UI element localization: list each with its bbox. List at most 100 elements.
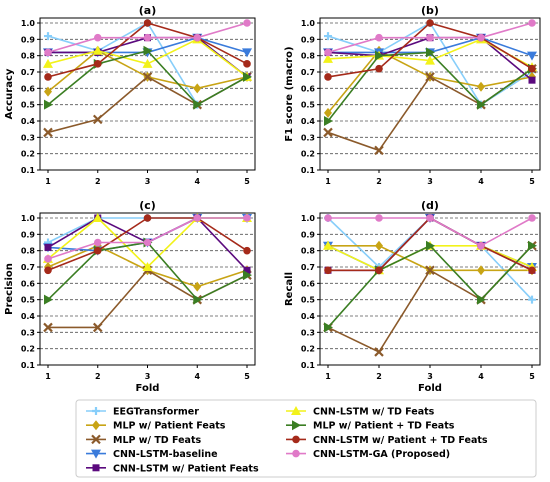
x-tick-label: 2	[95, 372, 101, 381]
x-tick-label: 4	[194, 372, 200, 381]
series-line	[327, 245, 533, 353]
legend-item: MLP w/ Patient + TD Feats	[286, 420, 455, 432]
x-tick-label: 4	[194, 177, 200, 186]
series-line	[48, 269, 248, 329]
data-point	[93, 238, 102, 247]
y-tick-label: 0.4	[21, 312, 36, 321]
y-tick-label: 0.6	[301, 279, 316, 288]
plot-frame	[39, 212, 256, 366]
y-tick-label: 0.9	[301, 35, 316, 44]
data-point	[425, 55, 435, 65]
y-tick-label: 0.4	[301, 117, 316, 126]
legend-label: MLP w/ Patient Feats	[113, 421, 226, 432]
x-tick-label: 4	[478, 177, 484, 186]
data-point	[426, 33, 434, 42]
data-point	[43, 58, 53, 68]
data-point	[143, 214, 152, 222]
data-point	[243, 60, 251, 68]
data-point	[324, 266, 332, 275]
data-point	[243, 266, 251, 274]
data-point	[143, 19, 152, 27]
y-tick-label: 0.7	[21, 263, 35, 272]
y-axis-label: F1 score (macro)	[284, 46, 295, 141]
data-point	[93, 60, 102, 68]
x-tick-label: 3	[145, 177, 151, 186]
data-point	[93, 246, 102, 255]
legend-label: CNN-LSTM w/ TD Feats	[313, 407, 435, 418]
data-point	[143, 238, 152, 247]
legend-marker	[291, 406, 301, 415]
y-tick-label: 0.4	[21, 117, 36, 126]
data-point	[142, 262, 153, 271]
data-point	[324, 214, 332, 222]
x-tick-label: 1	[325, 372, 331, 381]
y-tick-label: 0.8	[301, 247, 316, 256]
data-point	[528, 295, 536, 304]
subplot-2: 0.1 0.2 0.3 0.4 0.5 0.6 0.7 0.8 0.9 1.0 1 2 3 4 5 (b) F1…	[284, 4, 541, 186]
legend-marker	[92, 420, 100, 431]
data-point	[375, 33, 383, 42]
legend-label: MLP w/ TD Feats	[113, 435, 202, 446]
data-point	[193, 99, 203, 110]
data-point	[375, 214, 383, 222]
x-axis-label: Fold	[418, 383, 442, 394]
legend-item: CNN-LSTM w/ TD Feats	[286, 406, 435, 418]
y-tick-label: 0.1	[301, 361, 316, 370]
data-point	[44, 48, 52, 57]
data-point	[477, 33, 485, 42]
data-point	[44, 294, 53, 305]
data-point	[324, 32, 332, 41]
data-point	[44, 99, 53, 110]
data-point	[426, 214, 434, 222]
y-tick-label: 0.1	[301, 166, 316, 175]
subplot-4: 0.1 0.2 0.3 0.4 0.5 0.6 0.7 0.8 0.9 1.0 1 2 3 4 5 (d) Re…	[284, 199, 541, 394]
data-point	[193, 214, 202, 222]
y-tick-label: 0.3	[21, 133, 35, 142]
series-9	[324, 19, 536, 57]
subplot-3: 0.1 0.2 0.3 0.4 0.5 0.6 0.7 0.8 0.9 1.0 1 2 3 4 5 (c) Pr…	[4, 199, 256, 394]
data-point	[193, 33, 202, 42]
data-point	[93, 33, 102, 42]
data-point	[323, 240, 333, 250]
data-point	[243, 71, 252, 82]
legend-item: MLP w/ Patient Feats	[86, 420, 226, 432]
y-tick-label: 0.6	[21, 279, 36, 288]
data-point	[528, 64, 536, 73]
y-tick-label: 1.0	[301, 19, 316, 28]
subplot-1: 0.1 0.2 0.3 0.4 0.5 0.6 0.7 0.8 0.9 1.0 1 2 3 4 5 (a) Ac…	[4, 4, 256, 186]
data-point	[528, 240, 537, 251]
y-tick-label: 0.2	[21, 345, 35, 354]
data-point	[43, 322, 53, 333]
series-9	[324, 214, 536, 250]
data-point	[193, 83, 202, 94]
data-point	[92, 213, 103, 222]
x-tick-label: 2	[376, 177, 382, 186]
legend-marker	[92, 464, 100, 472]
legend-label: CNN-LSTM w/ Patient Feats	[113, 463, 259, 474]
data-point	[44, 32, 52, 41]
y-tick-label: 0.1	[21, 361, 36, 370]
legend-marker	[292, 420, 301, 431]
y-axis-label: Recall	[284, 272, 295, 306]
data-point	[44, 266, 52, 275]
series-8	[44, 19, 251, 81]
data-point	[44, 255, 52, 263]
y-axis-label: Precision	[4, 263, 15, 315]
series-line	[327, 217, 533, 301]
data-point	[44, 243, 52, 251]
data-point	[528, 214, 536, 222]
data-point	[44, 86, 52, 97]
data-point	[374, 347, 384, 357]
x-tick-label: 5	[529, 177, 535, 186]
data-point	[324, 73, 332, 81]
y-tick-label: 0.2	[21, 150, 35, 159]
data-point	[528, 266, 536, 275]
data-point	[324, 107, 332, 118]
x-tick-label: 3	[145, 372, 151, 381]
data-point	[527, 51, 537, 61]
legend-item: EEGTransformer	[86, 407, 199, 418]
y-tick-label: 0.2	[301, 345, 315, 354]
y-tick-label: 0.1	[21, 166, 36, 175]
legend-label: CNN-LSTM-baseline	[113, 449, 218, 460]
